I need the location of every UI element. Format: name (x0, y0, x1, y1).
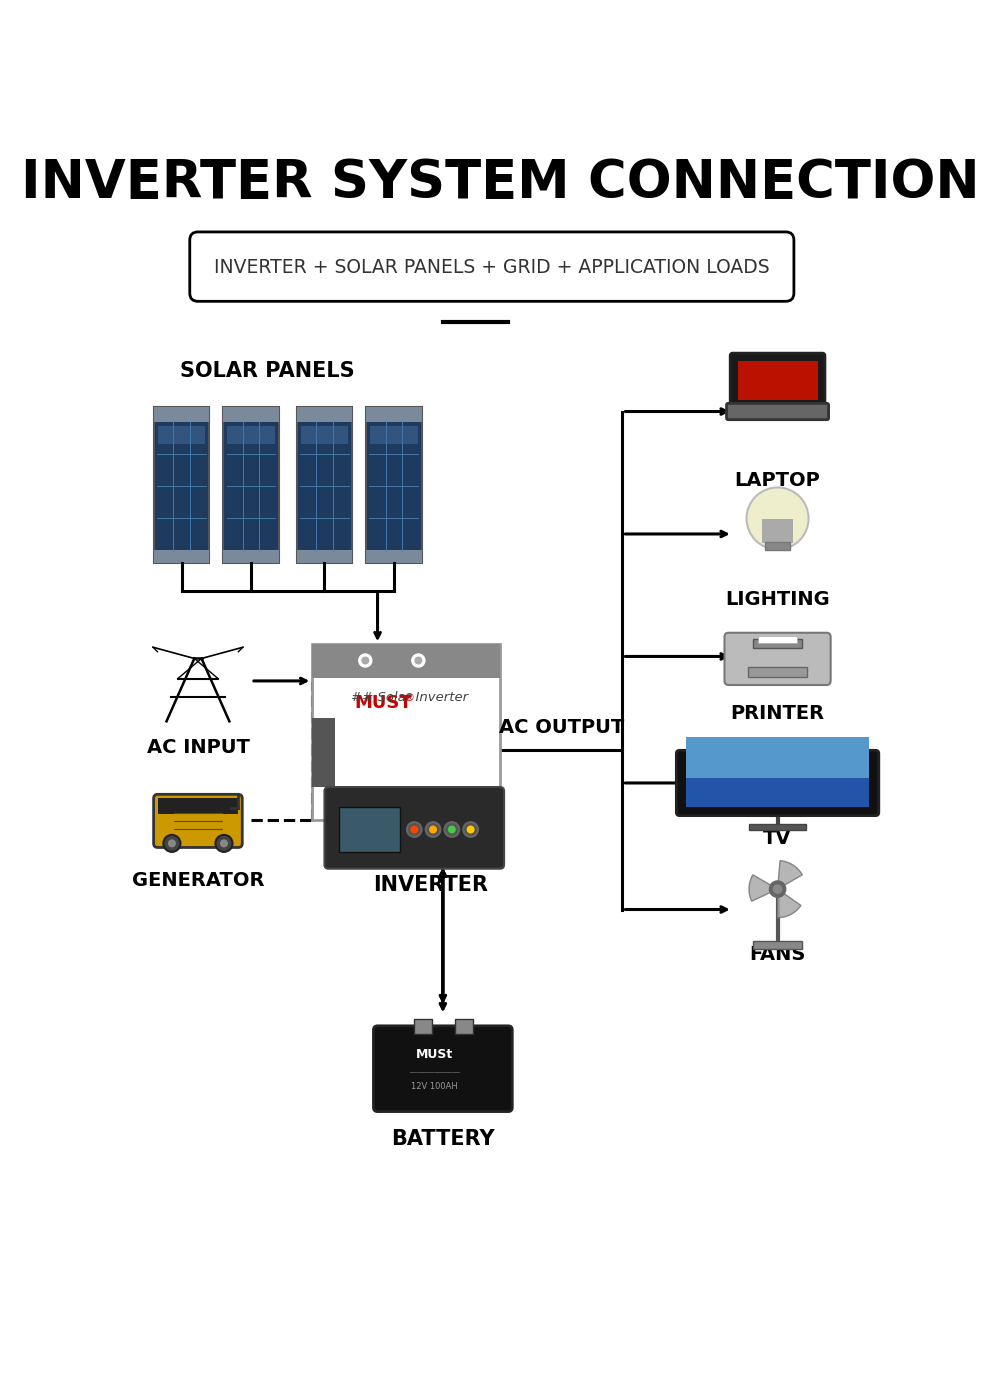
Circle shape (467, 826, 474, 833)
FancyBboxPatch shape (223, 407, 279, 422)
Circle shape (449, 826, 455, 833)
FancyBboxPatch shape (762, 519, 793, 527)
FancyBboxPatch shape (373, 1026, 512, 1111)
Text: AC INPUT: AC INPUT (147, 738, 249, 757)
FancyBboxPatch shape (312, 644, 500, 819)
FancyBboxPatch shape (762, 535, 793, 543)
FancyBboxPatch shape (154, 407, 209, 563)
FancyBboxPatch shape (753, 940, 802, 949)
FancyBboxPatch shape (312, 717, 335, 787)
FancyBboxPatch shape (686, 738, 869, 778)
Text: INVERTER SYSTEM CONNECTION: INVERTER SYSTEM CONNECTION (21, 157, 979, 210)
FancyBboxPatch shape (758, 636, 797, 643)
FancyBboxPatch shape (366, 407, 422, 422)
Wedge shape (749, 874, 778, 902)
FancyBboxPatch shape (455, 1019, 473, 1034)
Circle shape (773, 885, 782, 894)
FancyBboxPatch shape (738, 360, 818, 400)
FancyBboxPatch shape (753, 640, 802, 648)
Circle shape (430, 826, 436, 833)
FancyBboxPatch shape (676, 750, 879, 815)
Circle shape (415, 658, 422, 663)
Text: GENERATOR: GENERATOR (132, 872, 264, 891)
Text: ®: ® (404, 694, 415, 703)
FancyBboxPatch shape (158, 798, 238, 814)
Circle shape (215, 834, 233, 852)
FancyBboxPatch shape (725, 633, 831, 685)
Circle shape (407, 822, 422, 837)
Circle shape (444, 822, 459, 837)
Wedge shape (778, 889, 801, 917)
FancyBboxPatch shape (297, 550, 352, 563)
Circle shape (426, 822, 440, 837)
Circle shape (163, 834, 180, 852)
FancyBboxPatch shape (223, 407, 279, 563)
Text: BATTERY: BATTERY (391, 1128, 495, 1149)
Text: SOLAR PANELS: SOLAR PANELS (180, 361, 355, 381)
Circle shape (359, 654, 372, 667)
Text: 12V 100AH: 12V 100AH (411, 1083, 458, 1091)
FancyBboxPatch shape (297, 407, 352, 422)
FancyBboxPatch shape (223, 550, 279, 563)
FancyBboxPatch shape (730, 353, 825, 407)
FancyBboxPatch shape (765, 542, 790, 550)
Text: INVERTER: INVERTER (373, 876, 488, 895)
Text: ────────────: ──────────── (409, 1070, 460, 1076)
Text: MUSt: MUSt (416, 1048, 453, 1060)
Circle shape (463, 822, 478, 837)
Text: INVERTER + SOLAR PANELS + GRID + APPLICATION LOADS: INVERTER + SOLAR PANELS + GRID + APPLICA… (214, 258, 770, 277)
FancyBboxPatch shape (154, 794, 242, 848)
Text: AC OUTPUT: AC OUTPUT (499, 718, 624, 738)
FancyBboxPatch shape (339, 808, 400, 852)
Circle shape (769, 881, 786, 898)
FancyBboxPatch shape (366, 407, 422, 563)
FancyBboxPatch shape (154, 407, 209, 422)
FancyBboxPatch shape (312, 644, 500, 678)
FancyBboxPatch shape (227, 426, 275, 444)
Text: TV: TV (763, 829, 792, 848)
FancyBboxPatch shape (749, 823, 806, 830)
Text: ## Solar Inverter: ## Solar Inverter (351, 691, 469, 703)
Wedge shape (778, 860, 802, 889)
FancyBboxPatch shape (301, 426, 348, 444)
FancyBboxPatch shape (297, 407, 352, 563)
Text: LAPTOP: LAPTOP (735, 472, 820, 491)
FancyBboxPatch shape (727, 404, 829, 419)
Text: MUST: MUST (355, 694, 412, 712)
FancyBboxPatch shape (324, 787, 504, 869)
Text: PRINTER: PRINTER (731, 705, 825, 723)
Circle shape (411, 826, 418, 833)
FancyBboxPatch shape (154, 550, 209, 563)
FancyBboxPatch shape (366, 550, 422, 563)
FancyBboxPatch shape (748, 667, 807, 677)
FancyBboxPatch shape (370, 426, 418, 444)
FancyBboxPatch shape (686, 757, 869, 808)
Circle shape (221, 840, 227, 847)
Circle shape (412, 654, 425, 667)
FancyBboxPatch shape (762, 527, 793, 535)
Text: LIGHTING: LIGHTING (725, 590, 830, 608)
FancyBboxPatch shape (190, 232, 794, 302)
Circle shape (747, 487, 809, 549)
Circle shape (362, 658, 369, 663)
Text: FANS: FANS (749, 945, 806, 964)
FancyBboxPatch shape (158, 426, 205, 444)
FancyBboxPatch shape (414, 1019, 432, 1034)
Circle shape (169, 840, 175, 847)
